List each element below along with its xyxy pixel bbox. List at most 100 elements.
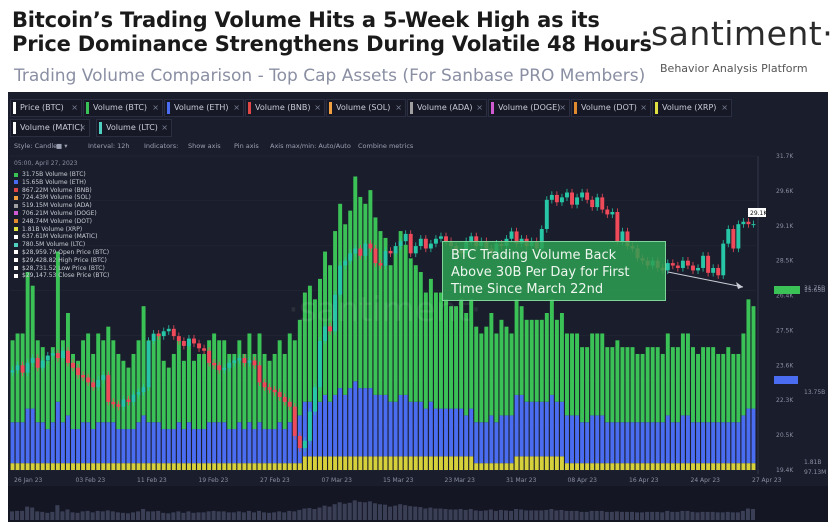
legend-swatch <box>14 273 18 278</box>
volume-bar <box>10 463 15 470</box>
navigator-bar <box>292 511 297 520</box>
volume-bar <box>685 415 690 464</box>
tab-metric[interactable]: Volume (DOGE) × <box>488 99 570 117</box>
tab-metric[interactable]: Price (BTC) × <box>10 99 82 117</box>
navigator-bar <box>645 511 650 520</box>
volume-bar <box>469 299 474 409</box>
navigator-bar <box>267 512 272 520</box>
volume-bar <box>721 353 726 423</box>
navigator-bar <box>191 512 196 520</box>
navigator-bar <box>372 503 377 520</box>
price-candle <box>292 406 297 436</box>
volume-bar <box>570 463 574 470</box>
navigator-bar <box>458 509 463 520</box>
tab-metric[interactable]: Volume (LTC) × <box>96 119 172 137</box>
volume-bar <box>272 429 277 464</box>
navigator-bar <box>105 510 110 520</box>
square-icon[interactable]: ■ ▾ <box>56 142 68 150</box>
price-axis-tick: 28.5K <box>776 258 794 265</box>
volume-bar <box>368 190 373 389</box>
combine-metrics-button[interactable]: Combine metrics <box>358 142 414 150</box>
close-icon[interactable]: × <box>559 103 566 112</box>
tab-metric[interactable]: Volume (ETH) × <box>164 99 244 117</box>
price-candle <box>701 255 706 268</box>
volume-bar <box>605 347 610 423</box>
volume-bar <box>660 422 665 464</box>
close-icon[interactable]: × <box>152 103 159 112</box>
navigator-bar <box>277 511 282 520</box>
volume-bar <box>595 333 600 416</box>
price-axis-tick: 27.5K <box>776 327 794 334</box>
price-candle <box>353 248 358 254</box>
price-candle <box>721 243 726 276</box>
close-icon[interactable]: × <box>314 103 321 112</box>
legend-row: 867.22M Volume (BNB) <box>14 187 109 195</box>
volume-bar <box>66 463 70 470</box>
volume-bar <box>408 258 413 402</box>
volume-bar <box>161 429 166 464</box>
volume-bar <box>368 388 373 457</box>
price-candle <box>333 294 338 332</box>
legend-row: 31.75B Volume (BTC) <box>14 171 109 179</box>
volume-bar <box>116 353 121 430</box>
axis-max-min-selector[interactable]: Axis max/min: Auto/Auto <box>270 142 351 150</box>
volume-bar <box>141 415 146 464</box>
navigator-bar <box>509 510 514 520</box>
volume-bar <box>111 422 116 464</box>
volume-bar <box>237 340 242 423</box>
volume-bar <box>575 415 580 464</box>
volume-bar <box>575 463 580 470</box>
volume-bar <box>237 463 242 470</box>
volume-bar <box>307 456 312 470</box>
volume-bar <box>423 456 428 470</box>
tab-metric[interactable]: Volume (MATIC) × <box>10 119 90 137</box>
tab-metric[interactable]: Volume (ADA) × <box>407 99 487 117</box>
close-icon[interactable]: × <box>476 103 483 112</box>
style-selector[interactable]: Style: Candles <box>14 142 61 150</box>
price-candle <box>398 241 403 247</box>
price-candle <box>368 243 373 249</box>
legend-text: $28,959.79 Open Price (BTC) <box>22 248 110 256</box>
close-icon[interactable]: × <box>233 103 240 112</box>
volume-bar <box>232 429 237 464</box>
volume-bar <box>726 347 731 423</box>
navigator-bar <box>413 506 418 520</box>
volume-bar <box>343 224 348 395</box>
volume-bar <box>620 422 625 464</box>
tab-metric[interactable]: Volume (BTC) × <box>83 99 163 117</box>
navigator-bar <box>690 511 695 520</box>
show-axis-toggle[interactable]: Show axis <box>188 142 221 150</box>
navigator-bar <box>367 501 372 520</box>
volume-bar <box>297 319 302 416</box>
price-candle <box>559 197 564 203</box>
tab-metric[interactable]: Volume (XRP) × <box>652 99 732 117</box>
close-icon[interactable]: × <box>79 123 86 132</box>
navigator-bar <box>675 511 680 520</box>
close-icon[interactable]: × <box>161 123 168 132</box>
volume-bar <box>549 299 554 395</box>
tab-metric[interactable]: Volume (SOL) × <box>326 99 406 117</box>
volume-bar <box>227 463 232 470</box>
navigator-bar <box>332 504 337 520</box>
volume-bar <box>348 388 353 457</box>
volume-bar <box>544 456 549 470</box>
navigator-bar <box>408 506 413 520</box>
close-icon[interactable]: × <box>71 103 78 112</box>
volume-bar <box>529 401 534 457</box>
tab-metric[interactable]: Volume (BNB) × <box>245 99 325 117</box>
volume-axis-tick: 1.81B <box>804 459 821 466</box>
close-icon[interactable]: × <box>395 103 402 112</box>
interval-selector[interactable]: Interval: 12h <box>88 142 130 150</box>
indicators-selector[interactable]: Indicators: <box>144 142 179 150</box>
close-icon[interactable]: × <box>640 103 647 112</box>
volume-bar <box>428 456 433 470</box>
volume-bar <box>428 278 433 402</box>
x-axis-tick: 27 Feb 23 <box>260 477 290 484</box>
tab-metric[interactable]: Volume (DOT) × <box>571 99 651 117</box>
close-icon[interactable]: × <box>721 103 728 112</box>
volume-bar <box>333 394 338 457</box>
navigator-bar <box>357 501 362 520</box>
pin-axis-toggle[interactable]: Pin axis <box>234 142 259 150</box>
volume-bar <box>670 347 675 423</box>
navigator-bar <box>549 509 554 520</box>
